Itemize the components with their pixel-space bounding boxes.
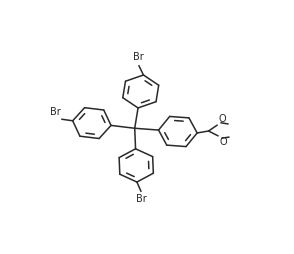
Text: O: O [219, 137, 227, 147]
Text: Br: Br [136, 194, 147, 204]
Text: Br: Br [133, 53, 143, 62]
Text: Br: Br [50, 107, 61, 117]
Text: O: O [218, 114, 226, 124]
